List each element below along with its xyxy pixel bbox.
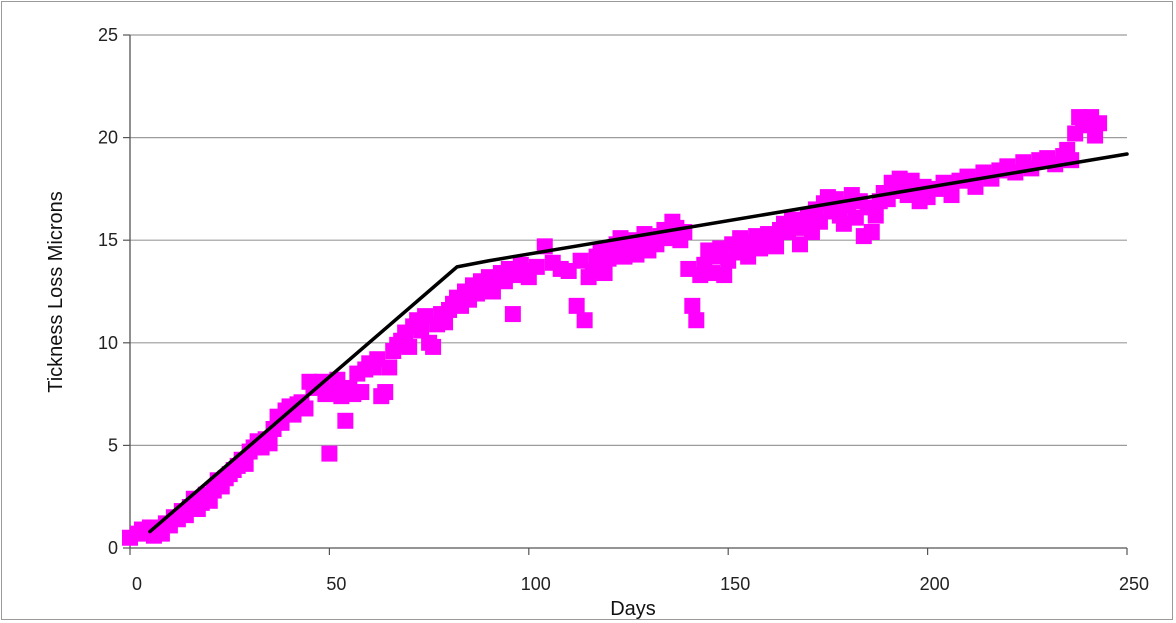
- x-tick-labels: 0 50 100 150 200 250: [132, 574, 1149, 594]
- data-point: [684, 297, 701, 314]
- x-tick-label: 0: [132, 574, 142, 594]
- grid-lines: [123, 34, 1127, 549]
- y-axis-title: Tickness Loss Microns: [45, 191, 67, 393]
- data-point: [528, 258, 545, 275]
- data-point: [377, 384, 394, 401]
- axes: [129, 35, 1128, 555]
- data-point: [967, 178, 984, 195]
- trend-line: [148, 152, 1129, 534]
- data-point: [337, 412, 354, 429]
- data-point: [576, 312, 593, 329]
- data-point: [353, 384, 370, 401]
- data-point: [716, 267, 733, 284]
- data-point: [401, 338, 418, 355]
- x-tick-label: 150: [720, 574, 750, 594]
- data-point: [768, 238, 785, 255]
- data-point: [867, 207, 884, 224]
- trend-line-series: [148, 152, 1129, 534]
- y-tick-label: 20: [98, 128, 118, 148]
- y-tick-label: 0: [108, 538, 118, 558]
- x-tick-label: 200: [920, 574, 950, 594]
- data-point: [596, 265, 613, 282]
- data-point: [437, 314, 454, 331]
- data-point: [381, 359, 398, 376]
- data-point: [791, 236, 808, 253]
- x-axis-title: Days: [610, 598, 656, 620]
- y-tick-label: 15: [98, 230, 118, 250]
- x-tick-label: 50: [326, 574, 346, 594]
- data-point: [321, 445, 338, 462]
- y-tick-label: 25: [98, 25, 118, 45]
- data-point: [1091, 115, 1108, 132]
- x-tick-label: 250: [1119, 574, 1149, 594]
- data-point: [863, 223, 880, 240]
- data-point: [568, 297, 585, 314]
- data-point: [237, 455, 254, 472]
- data-point: [688, 312, 705, 329]
- data-point: [504, 306, 521, 323]
- data-point: [261, 435, 278, 452]
- y-tick-label: 5: [108, 435, 118, 455]
- data-point: [297, 400, 314, 417]
- data-point: [1087, 127, 1104, 144]
- scatter-series: [122, 109, 1108, 546]
- y-tick-labels: 0 5 10 15 20 25: [98, 25, 118, 558]
- data-point: [943, 187, 960, 204]
- data-point: [413, 322, 430, 339]
- x-tick-label: 100: [521, 574, 551, 594]
- y-tick-label: 10: [98, 333, 118, 353]
- data-point: [425, 338, 442, 355]
